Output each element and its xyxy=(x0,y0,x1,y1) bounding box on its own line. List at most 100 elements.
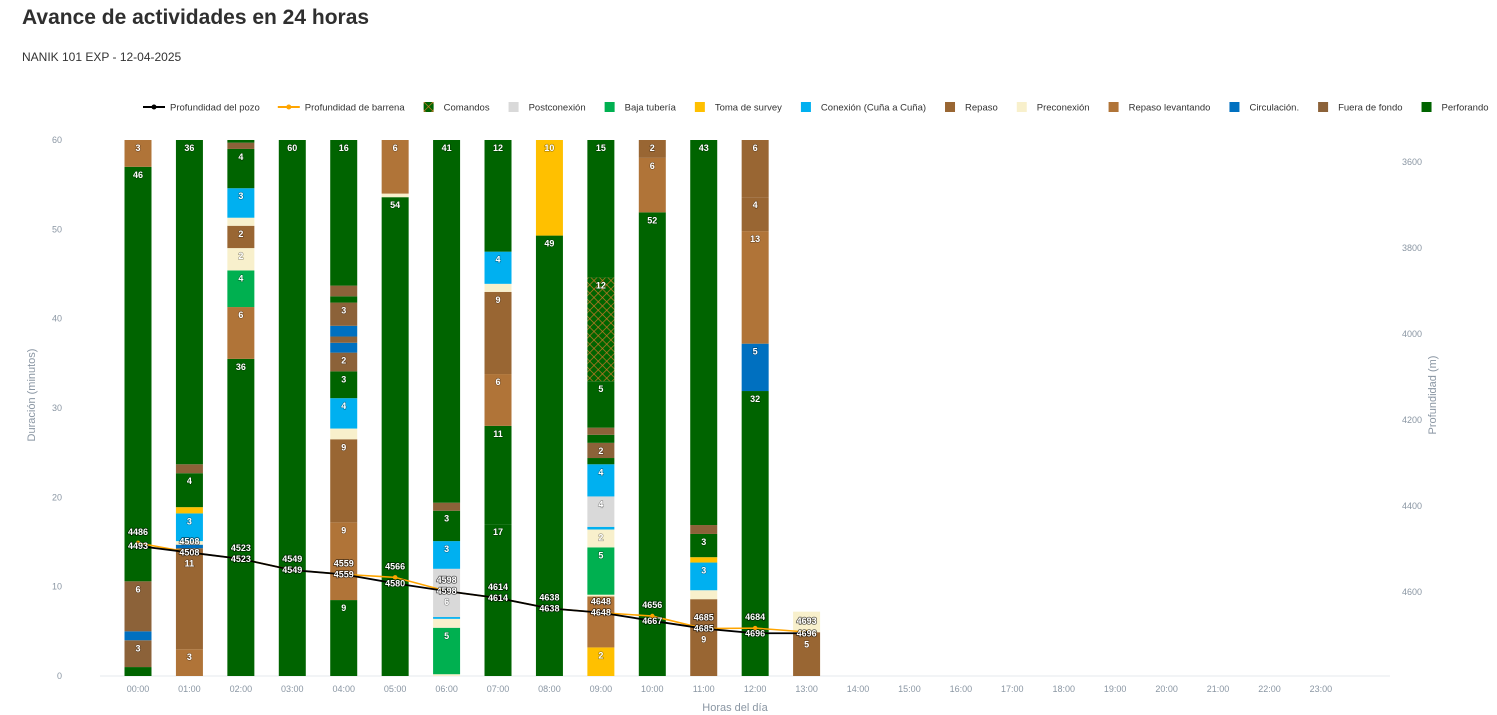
bar-segment-baja-tubería[interactable] xyxy=(587,547,615,595)
bar-segment-repaso[interactable] xyxy=(175,548,203,650)
bar-segment-repaso-levantando[interactable] xyxy=(484,374,512,426)
bar-segment-perforando[interactable] xyxy=(227,358,255,676)
bar-segment-conexión-cuña-a-cuña[interactable] xyxy=(175,513,203,542)
legend-item[interactable]: Fuera de fondo xyxy=(1318,102,1403,114)
bar-segment-preconexión[interactable] xyxy=(381,193,409,198)
bar-segment-fuera-de-fondo[interactable] xyxy=(227,142,255,149)
bar-segment-preconexión[interactable] xyxy=(330,428,358,440)
depth-point[interactable] xyxy=(495,595,501,601)
legend-item[interactable]: Circulación. xyxy=(1229,102,1299,114)
bar-segment-repaso-levantando[interactable] xyxy=(175,649,203,676)
bar-segment-perforando[interactable] xyxy=(587,140,615,278)
depth-point[interactable] xyxy=(598,610,604,615)
bar-segment-fuera-de-fondo[interactable] xyxy=(330,302,358,326)
legend-item[interactable]: Profundidad del pozo xyxy=(143,103,260,114)
bar-segment-fuera-de-fondo[interactable] xyxy=(124,640,152,668)
bar-segment-conexión-cuña-a-cuña[interactable] xyxy=(433,541,461,569)
bar-segment-repaso[interactable] xyxy=(741,197,769,232)
bar-segment-toma-de-survey[interactable] xyxy=(587,647,615,676)
bar-segment-perforando[interactable] xyxy=(227,140,255,143)
depth-point[interactable] xyxy=(238,556,244,562)
legend-item[interactable]: Perforando xyxy=(1421,102,1489,114)
legend-item[interactable]: Profundidad de barrena xyxy=(277,103,406,114)
bar-segment-circulación[interactable] xyxy=(741,343,769,392)
bar-segment-perforando[interactable] xyxy=(330,296,358,303)
bar-segment-perforando[interactable] xyxy=(535,235,563,676)
legend-item[interactable]: Preconexión xyxy=(1016,102,1090,114)
bar-segment-perforando[interactable] xyxy=(175,140,203,465)
depth-point[interactable] xyxy=(392,575,398,580)
depth-point[interactable] xyxy=(752,625,758,631)
bar-segment-repaso-levantando[interactable] xyxy=(638,157,666,213)
legend-item[interactable]: Toma de survey xyxy=(694,102,782,114)
bar-segment-circulación[interactable] xyxy=(330,325,358,337)
bar-segment-fuera-de-fondo[interactable] xyxy=(175,464,203,474)
bar-segment-perforando[interactable] xyxy=(227,148,255,189)
depth-point[interactable] xyxy=(341,572,347,577)
bar-segment-comandos[interactable] xyxy=(587,277,615,382)
bar-segment-repaso-levantando[interactable] xyxy=(124,140,152,167)
bar-segment-preconexión[interactable] xyxy=(227,217,255,226)
bar-segment-fuera-de-fondo[interactable] xyxy=(330,352,358,372)
bar-segment-preconexión[interactable] xyxy=(433,674,461,676)
legend-item[interactable]: Postconexión xyxy=(508,102,586,114)
bar-segment-perforando[interactable] xyxy=(638,212,666,677)
bar-segment-repaso[interactable] xyxy=(638,140,666,158)
bar-segment-perforando[interactable] xyxy=(587,458,615,465)
depth-point[interactable] xyxy=(444,588,449,594)
depth-point[interactable] xyxy=(289,567,295,573)
bar-segment-perforando[interactable] xyxy=(690,533,718,558)
bar-segment-perforando[interactable] xyxy=(381,197,409,676)
bar-segment-fuera-de-fondo[interactable] xyxy=(690,525,718,534)
bar-segment-fuera-de-fondo[interactable] xyxy=(124,581,152,632)
bar-segment-conexión-cuña-a-cuña[interactable] xyxy=(690,562,718,591)
bar-segment-perforando[interactable] xyxy=(124,166,152,582)
bar-segment-preconexión[interactable] xyxy=(484,283,512,292)
bar-segment-conexión-cuña-a-cuña[interactable] xyxy=(587,464,615,497)
bar-segment-toma-de-survey[interactable] xyxy=(690,557,718,563)
depth-point[interactable] xyxy=(804,630,809,636)
bar-segment-perforando[interactable] xyxy=(690,140,718,526)
depth-point[interactable] xyxy=(650,613,655,619)
bar-segment-repaso[interactable] xyxy=(330,439,358,523)
bar-segment-repaso-levantando[interactable] xyxy=(587,596,615,648)
legend-item[interactable]: Conexión (Cuña a Cuña) xyxy=(800,102,926,114)
depth-point[interactable] xyxy=(752,630,758,636)
bar-segment-fuera-de-fondo[interactable] xyxy=(330,285,358,297)
bar-segment-conexión-cuña-a-cuña[interactable] xyxy=(484,251,512,284)
bar-segment-perforando[interactable] xyxy=(433,140,461,503)
depth-point[interactable] xyxy=(392,581,398,586)
legend-item[interactable]: Baja tubería xyxy=(604,102,677,114)
bar-segment-repaso-levantando[interactable] xyxy=(381,140,409,194)
bar-segment-conexión-cuña-a-cuña[interactable] xyxy=(587,526,615,530)
bar-segment-postconexión[interactable] xyxy=(587,496,615,527)
bar-segment-repaso[interactable] xyxy=(484,291,512,375)
bar-segment-perforando[interactable] xyxy=(587,434,615,443)
bar-segment-repaso[interactable] xyxy=(690,599,718,676)
bar-segment-circulación[interactable] xyxy=(330,342,358,353)
depth-point[interactable] xyxy=(701,626,707,631)
bar-segment-perforando[interactable] xyxy=(124,667,152,676)
bar-segment-perforando[interactable] xyxy=(175,473,203,508)
bar-segment-preconexión[interactable] xyxy=(793,611,821,633)
bar-segment-conexión-cuña-a-cuña[interactable] xyxy=(433,617,461,619)
bar-segment-repaso-levantando[interactable] xyxy=(330,522,358,601)
bar-segment-preconexión[interactable] xyxy=(587,529,615,548)
depth-point[interactable] xyxy=(135,543,141,549)
legend-item[interactable]: Repaso xyxy=(945,102,998,114)
bar-segment-baja-tubería[interactable] xyxy=(227,270,255,308)
bar-segment-preconexión[interactable] xyxy=(433,618,461,628)
bar-segment-preconexión[interactable] xyxy=(587,594,615,597)
bar-segment-toma-de-survey[interactable] xyxy=(535,140,563,236)
bar-segment-fuera-de-fondo[interactable] xyxy=(330,336,358,343)
legend-item[interactable]: Repaso levantando xyxy=(1108,102,1211,114)
bar-segment-fuera-de-fondo[interactable] xyxy=(587,442,615,459)
bar-segment-perforando[interactable] xyxy=(278,140,306,676)
bar-segment-toma-de-survey[interactable] xyxy=(175,507,203,514)
bar-segment-baja-tubería[interactable] xyxy=(433,627,461,675)
bar-segment-circulación[interactable] xyxy=(124,631,152,641)
bar-segment-perforando[interactable] xyxy=(433,510,461,542)
bar-segment-perforando[interactable] xyxy=(587,381,615,428)
bar-segment-repaso[interactable] xyxy=(793,632,821,676)
bar-segment-perforando[interactable] xyxy=(330,371,358,399)
